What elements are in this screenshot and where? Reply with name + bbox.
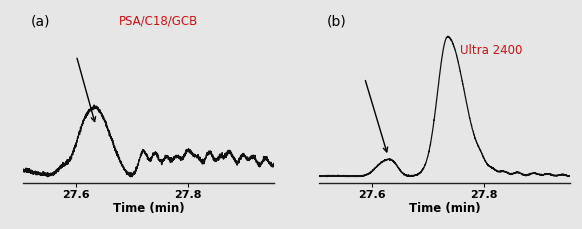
X-axis label: Time (min): Time (min) bbox=[409, 202, 481, 215]
X-axis label: Time (min): Time (min) bbox=[113, 202, 184, 215]
Text: PSA/C18/GCB: PSA/C18/GCB bbox=[119, 14, 198, 27]
Text: (a): (a) bbox=[31, 14, 50, 28]
Text: Ultra 2400: Ultra 2400 bbox=[460, 44, 522, 57]
Text: (b): (b) bbox=[327, 14, 347, 28]
